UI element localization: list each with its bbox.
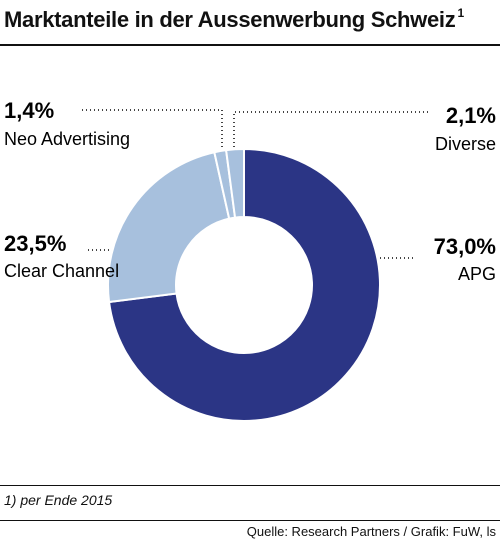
donut-slices [107,147,381,422]
chart-title: Marktanteile in der Aussenwerbung Schwei… [4,6,464,33]
diverse-value: 2,1% [446,103,496,128]
slice-apg [107,147,381,422]
title-rule [0,44,500,46]
diverse-label: Diverse [435,134,496,154]
footnote-marker: 1 [457,6,464,20]
apg-label: APG [458,264,496,284]
donut-chart: 1,4% Neo Advertising 2,1% Diverse 23,5% … [4,98,496,422]
footnote-rule [0,485,500,486]
apg-value: 73,0% [434,234,496,259]
footnote: 1) per Ende 2015 [4,492,113,508]
clear-channel-label: Clear Channel [4,261,119,281]
leader-lines [82,109,428,259]
slice-clear-channel [107,151,231,304]
source-credit: Quelle: Research Partners / Grafik: FuW,… [246,524,496,539]
chart-title-text: Marktanteile in der Aussenwerbung Schwei… [4,7,456,32]
neo-advertising-label: Neo Advertising [4,129,130,149]
slice-diverse [224,147,245,219]
leader-neo-advertising [82,109,223,150]
leader-diverse [233,111,428,150]
neo-advertising-value: 1,4% [4,98,54,123]
source-rule [0,520,500,521]
clear-channel-value: 23,5% [4,231,66,256]
